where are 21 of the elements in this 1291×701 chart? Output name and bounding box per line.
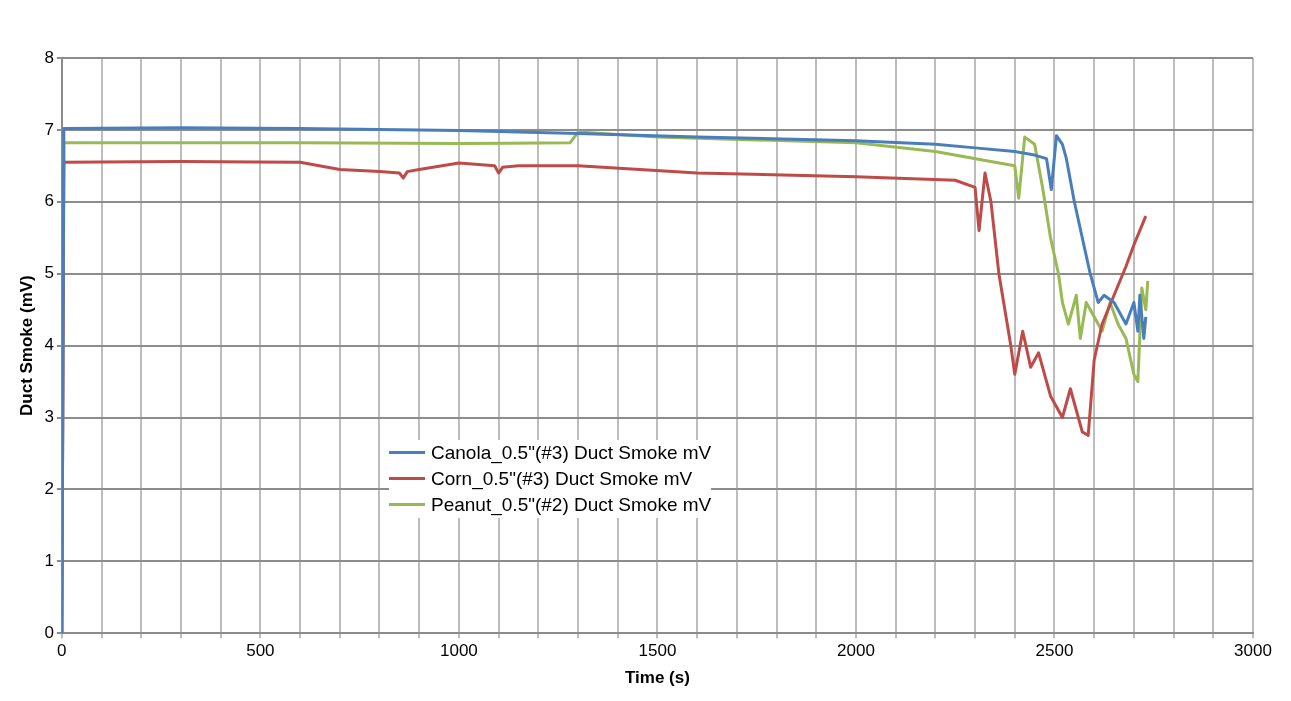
x-tick-label: 500 xyxy=(246,641,275,661)
x-tick-label: 1000 xyxy=(439,641,478,661)
x-tick-label: 3000 xyxy=(1234,641,1272,661)
legend-label: Peanut_0.5"(#2) Duct Smoke mV xyxy=(431,492,712,518)
x-tick-label: 1500 xyxy=(638,641,677,661)
legend-label: Canola_0.5"(#3) Duct Smoke mV xyxy=(431,440,712,466)
x-tick-label: 2500 xyxy=(1035,641,1074,661)
y-tick-label: 3 xyxy=(44,407,54,427)
y-axis-title: Duct Smoke (mV) xyxy=(16,275,36,416)
y-tick-label: 0 xyxy=(44,622,54,642)
y-tick-label: 5 xyxy=(44,263,54,283)
legend-label: Corn_0.5"(#3) Duct Smoke mV xyxy=(431,466,693,492)
y-tick-label: 1 xyxy=(44,550,54,570)
y-tick-label: 2 xyxy=(44,479,54,499)
y-tick-label: 8 xyxy=(44,47,54,67)
y-tick-label: 7 xyxy=(44,119,54,139)
x-axis-title: Time (s) xyxy=(624,668,690,688)
y-tick-label: 6 xyxy=(44,191,54,211)
x-tick-label: 0 xyxy=(57,641,67,661)
y-tick-label: 4 xyxy=(44,335,54,355)
x-tick-label: 2000 xyxy=(837,641,875,661)
